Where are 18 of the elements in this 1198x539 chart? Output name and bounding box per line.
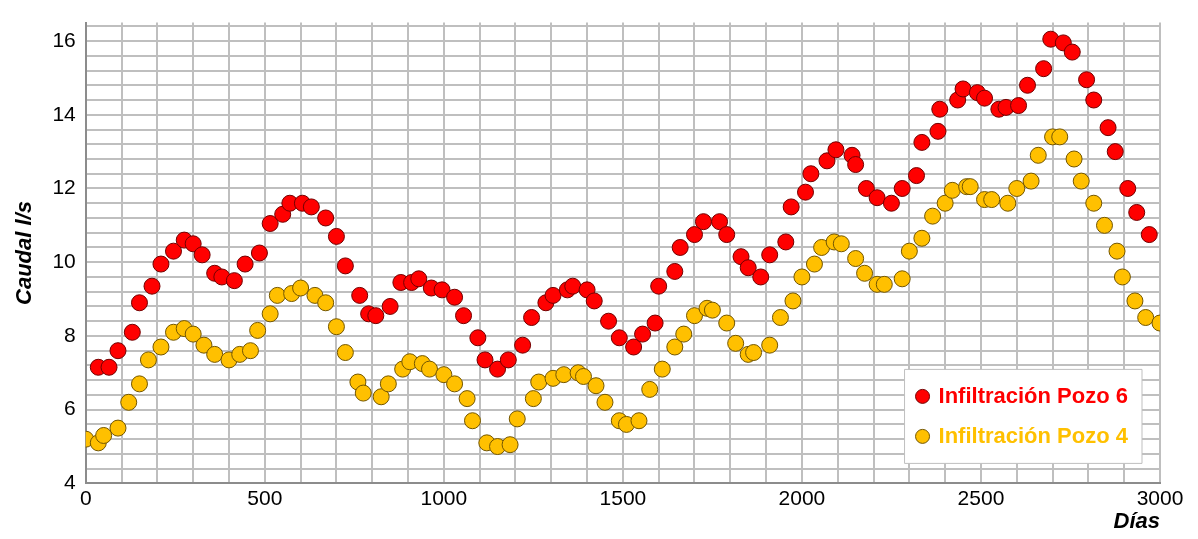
legend-label: Infiltración Pozo 4 (938, 423, 1129, 449)
x-tick-label: 2500 (957, 485, 1005, 509)
y-tick-label: 8 (64, 322, 76, 346)
y-tick-label: 10 (52, 249, 76, 273)
y-tick-label: 16 (52, 27, 76, 51)
x-tick-label: 1000 (420, 485, 468, 509)
y-tick-label: 6 (64, 396, 76, 420)
x-tick-label: 3000 (1136, 485, 1184, 509)
y-tick-label: 4 (64, 470, 77, 494)
y-tick-label: 14 (52, 101, 77, 125)
y-tick-label: 12 (52, 175, 76, 199)
x-axis-title: Días (1113, 507, 1160, 533)
x-tick-label: 500 (247, 485, 283, 509)
x-tick-label: 1500 (599, 485, 647, 509)
x-tick-label: 0 (79, 485, 92, 509)
x-tick-label: 2000 (778, 485, 826, 509)
legend-label: Infiltración Pozo 6 (938, 383, 1129, 409)
y-axis-title: Caudal l/s (11, 201, 37, 305)
